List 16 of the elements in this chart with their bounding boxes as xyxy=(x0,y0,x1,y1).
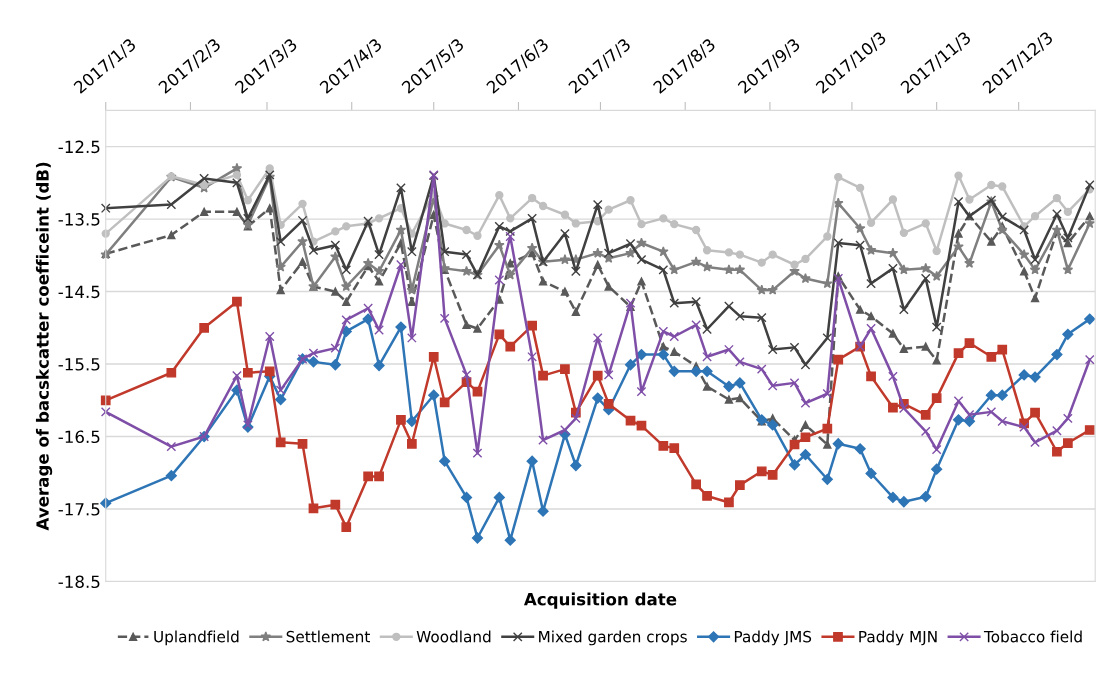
legend-label: Uplandfield xyxy=(154,630,239,646)
x-axis-title: Acquisition date xyxy=(523,592,677,609)
legend-label: Settlement xyxy=(286,630,370,643)
legend-label: Paddy MJN xyxy=(859,630,937,646)
y-tick-label: -15.5 xyxy=(58,358,100,371)
legend-label: Mixed garden crops xyxy=(539,630,687,646)
legend-label: Paddy JMS xyxy=(734,630,812,646)
legend-label: Woodland xyxy=(416,630,491,643)
legend-label: Tobacco field xyxy=(983,630,1082,643)
y-tick-label: -13.5 xyxy=(58,213,100,226)
y-axis-title: Average of bacskcatter coefficeint (dB) xyxy=(35,162,53,531)
y-tick-label: -12.5 xyxy=(58,140,100,154)
y-tick-label: -17.5 xyxy=(58,503,100,516)
y-tick-label: -14.5 xyxy=(58,285,100,299)
y-tick-label: -16.5 xyxy=(58,430,100,444)
y-tick-label: -18.5 xyxy=(58,575,100,589)
